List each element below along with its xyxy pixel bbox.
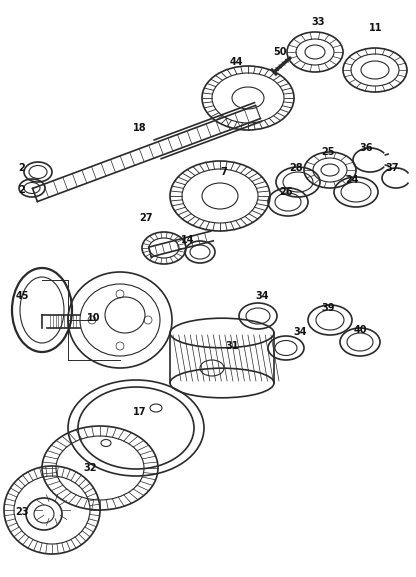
Text: 14: 14 xyxy=(181,235,195,245)
Text: 31: 31 xyxy=(225,341,239,351)
Text: 2: 2 xyxy=(19,185,25,195)
Text: 26: 26 xyxy=(279,187,293,197)
Text: 27: 27 xyxy=(139,213,153,223)
Text: 39: 39 xyxy=(321,303,335,313)
Text: 11: 11 xyxy=(369,23,383,33)
Text: 34: 34 xyxy=(255,291,269,301)
Text: 18: 18 xyxy=(133,123,147,133)
Text: 34: 34 xyxy=(293,327,307,337)
Text: 7: 7 xyxy=(220,167,228,177)
Text: 45: 45 xyxy=(15,291,29,301)
Text: 50: 50 xyxy=(273,47,287,57)
Text: 17: 17 xyxy=(133,407,147,417)
Text: 40: 40 xyxy=(353,325,367,335)
Text: 44: 44 xyxy=(229,57,243,67)
Text: 2: 2 xyxy=(19,163,25,173)
Text: 32: 32 xyxy=(83,463,97,473)
Text: 37: 37 xyxy=(385,163,399,173)
Text: 24: 24 xyxy=(345,175,359,185)
Text: 25: 25 xyxy=(321,147,335,157)
Text: 36: 36 xyxy=(359,143,373,153)
Text: 10: 10 xyxy=(87,313,101,323)
Text: 23: 23 xyxy=(15,507,29,517)
Text: 33: 33 xyxy=(311,17,325,27)
Text: 28: 28 xyxy=(289,163,303,173)
